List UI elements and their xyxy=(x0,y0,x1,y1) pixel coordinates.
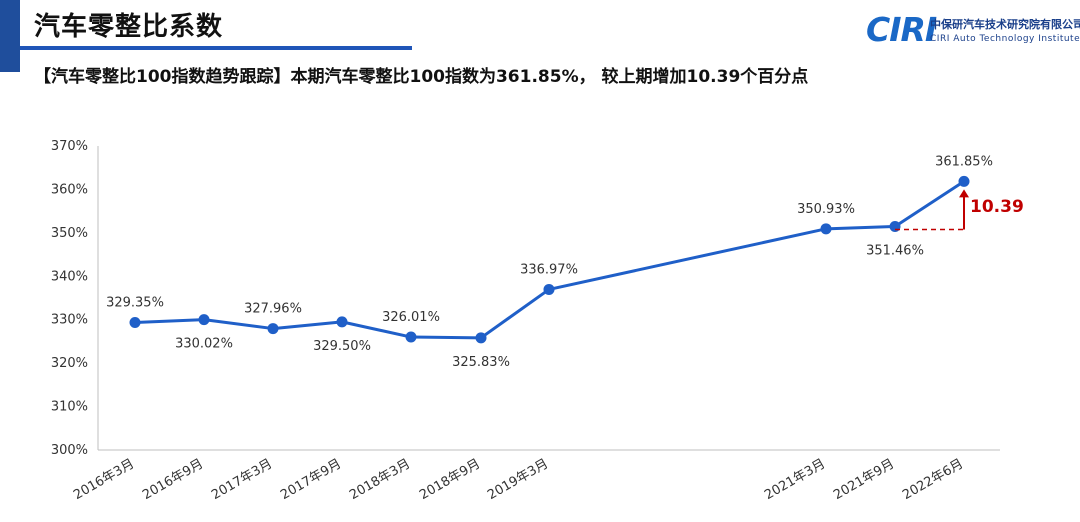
data-point xyxy=(958,175,970,187)
data-point xyxy=(475,332,487,344)
data-point xyxy=(336,316,348,328)
page-title: 汽车零整比系数 xyxy=(34,12,224,42)
x-tick-label: 2022年6月 xyxy=(900,456,966,503)
data-label: 329.50% xyxy=(313,339,371,354)
y-tick-label: 310% xyxy=(51,400,88,415)
title-underline xyxy=(20,46,412,50)
data-label: 330.02% xyxy=(175,337,233,352)
data-label: 361.85% xyxy=(935,154,993,169)
company-logo: CIRI 中保研汽车技术研究院有限公司 CIRI Auto Technology… xyxy=(866,10,1080,50)
logo-company-name: 中保研汽车技术研究院有限公司 xyxy=(930,18,1080,31)
data-point xyxy=(889,221,901,233)
x-tick-label: 2016年3月 xyxy=(71,456,137,503)
y-tick-label: 300% xyxy=(51,443,88,458)
x-tick-label: 2021年3月 xyxy=(762,456,828,503)
x-tick-label: 2016年9月 xyxy=(140,456,206,503)
annotation-label: 10.39 xyxy=(970,197,1024,217)
data-label: 351.46% xyxy=(866,244,924,259)
data-label: 329.35% xyxy=(106,296,164,311)
annotation-arrow-head xyxy=(959,189,969,198)
series-line xyxy=(134,180,965,340)
x-tick-label: 2018年3月 xyxy=(347,456,413,503)
y-tick-label: 340% xyxy=(51,269,88,284)
chart-subtitle: 【汽车零整比100指数趋势跟踪】本期汽车零整比100指数为361.85%， 较上… xyxy=(34,67,809,87)
data-point xyxy=(543,283,555,295)
data-label: 326.01% xyxy=(382,310,440,325)
data-point xyxy=(198,314,210,326)
data-label: 350.93% xyxy=(797,202,855,217)
header-accent-strip xyxy=(0,0,20,72)
y-tick-label: 370% xyxy=(51,139,88,154)
data-point xyxy=(405,331,417,343)
y-tick-label: 320% xyxy=(51,356,88,371)
data-point xyxy=(267,323,279,335)
logo-mark: CIRI xyxy=(866,10,937,49)
x-tick-label: 2018年9月 xyxy=(417,456,483,503)
x-tick-label: 2021年9月 xyxy=(831,456,897,503)
y-tick-label: 360% xyxy=(51,182,88,197)
data-point xyxy=(129,317,141,329)
data-label: 325.83% xyxy=(452,355,510,370)
x-tick-label: 2017年9月 xyxy=(278,456,344,503)
logo-english-name: CIRI Auto Technology Institute xyxy=(930,34,1080,44)
x-tick-label: 2017年3月 xyxy=(209,456,275,503)
data-point xyxy=(820,223,832,235)
y-tick-label: 350% xyxy=(51,226,88,241)
x-tick-label: 2019年3月 xyxy=(485,456,551,503)
data-label: 327.96% xyxy=(244,302,302,317)
y-tick-label: 330% xyxy=(51,313,88,328)
data-label: 336.97% xyxy=(520,262,578,277)
